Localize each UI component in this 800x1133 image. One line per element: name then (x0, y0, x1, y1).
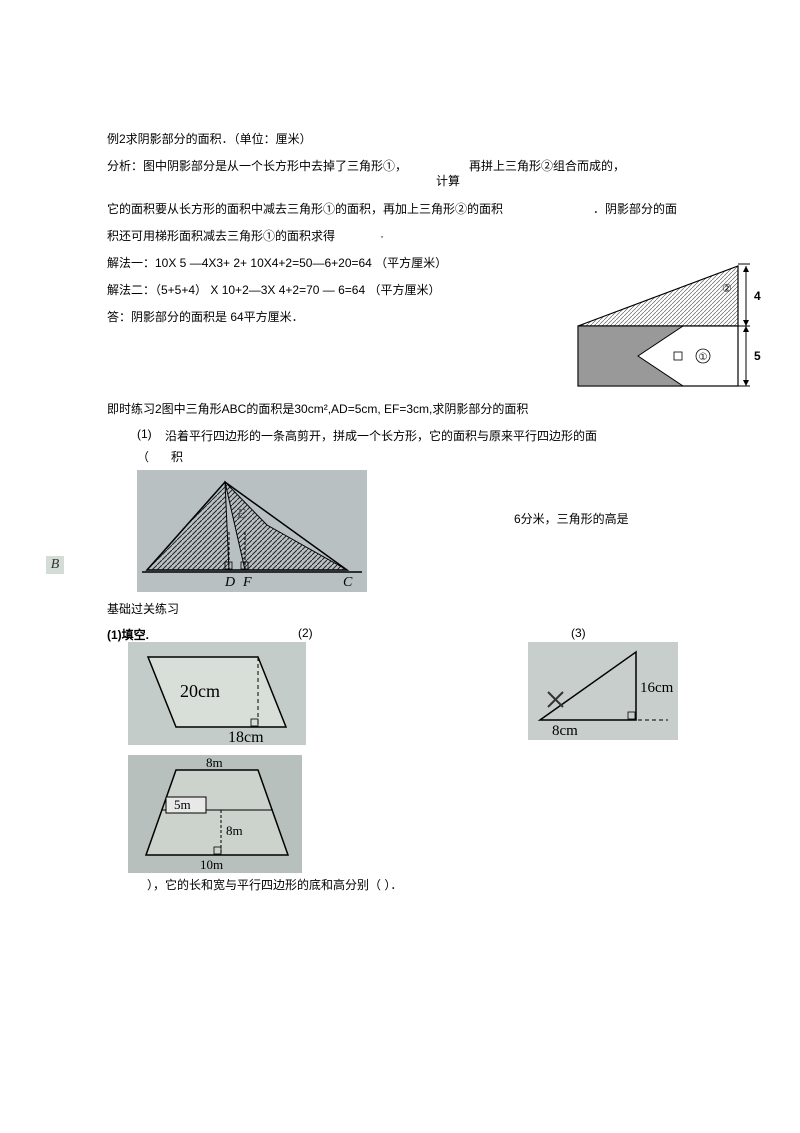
diagram-num2: ② (722, 283, 732, 295)
txt-8m-mid: 8m (226, 823, 243, 838)
triangle-16cm-photo: 16cm 8cm (528, 642, 678, 740)
item1-paren: （ (137, 448, 149, 465)
dim-4: 4 (754, 289, 761, 303)
diagram-num1: ① (699, 352, 708, 363)
triangle-abc-photo: D F C E (137, 470, 367, 592)
parallelogram-20cm-photo: 20cm 18cm (128, 642, 306, 745)
line3b: ．阴影部分的面 (593, 200, 677, 219)
label-c: C (343, 575, 353, 590)
composite-diagram: ① ② 4 5 (568, 256, 768, 396)
txt-20cm: 20cm (180, 681, 220, 701)
line4-dot: · (380, 227, 384, 246)
item-3-label: (3) (571, 626, 586, 640)
item-2-label: (2) (298, 626, 313, 640)
fill-blank-label: (1)填空. (107, 626, 149, 643)
ex2-item1: (1) 沿着平行四边形的一条高剪开，拼成一个长方形，它的面积与原来平行四边形的面 (107, 427, 760, 444)
analysis-label: 分析： (107, 157, 143, 176)
item1-ji: 积 (171, 448, 183, 465)
dim-5: 5 (754, 349, 761, 363)
item1-num: (1) (137, 427, 165, 444)
txt-16cm: 16cm (640, 680, 674, 696)
label-f: F (242, 575, 252, 590)
line3: 它的面积要从长方形的面积中减去三角形①的面积，再加上三角形②的面积 ．阴影部分的… (107, 200, 760, 219)
txt-18cm: 18cm (228, 729, 264, 745)
label-d: D (224, 575, 235, 590)
analysis-p1: 图中阴影部分是从一个长方形中去掉了三角形①， (143, 157, 407, 176)
txt-10m: 10m (200, 857, 223, 872)
label-e: E (236, 507, 246, 522)
txt-8m-top: 8m (206, 755, 223, 770)
exercise2-title: 即时练习2图中三角形ABC的面积是30cm²,AD=5cm, EF=3cm,求阴… (107, 400, 760, 419)
txt-8cm: 8cm (552, 723, 578, 739)
analysis-p2: 再拼上三角形②组合而成的， (469, 157, 625, 176)
basic-practice-header: 基础过关练习 (107, 600, 179, 617)
line4-text: 积还可用梯形面积减去三角形①的面积求得 (107, 227, 335, 246)
line3a: 它的面积要从长方形的面积中减去三角形①的面积，再加上三角形②的面积 (107, 200, 503, 219)
ex2-item1b: （ 积 (107, 448, 760, 465)
example-title: 例2求阴影部分的面积．（单位：厘米） (107, 130, 760, 149)
trapezoid-photo: 8m 5m 8m 10m (128, 755, 302, 873)
line4: 积还可用梯形面积减去三角形①的面积求得 · (107, 227, 760, 246)
item1-text: 沿着平行四边形的一条高剪开，拼成一个长方形，它的面积与原来平行四边形的面 (165, 427, 597, 444)
bottom-fill-text: ），它的长和宽与平行四边形的底和高分别（ ）． (147, 876, 402, 893)
txt-5m: 5m (174, 797, 191, 812)
letter-b-box: B (46, 556, 64, 574)
six-decimeter-text: 6分米，三角形的高是 (514, 510, 629, 527)
